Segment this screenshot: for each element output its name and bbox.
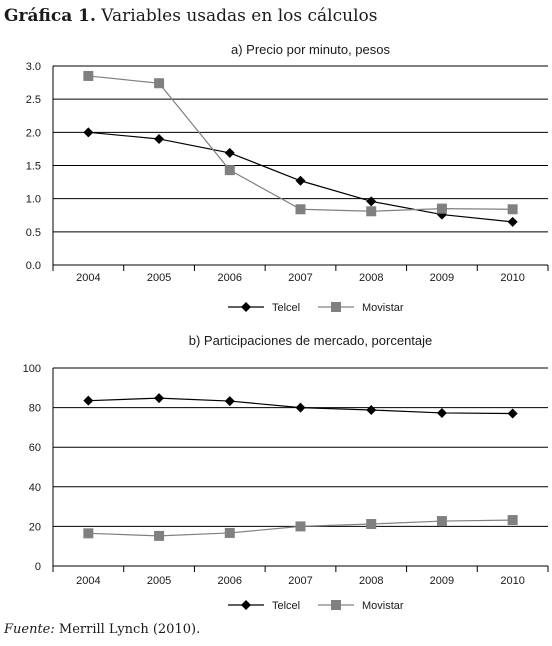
chart-b-market-share: b) Participaciones de mercado, porcentaj… xyxy=(0,330,552,620)
chart-a-svg: a) Precio por minuto, pesos 0.0 0.5 1.0 1.5 2… xyxy=(26,42,549,314)
chart-a-ytick-label: 0.0 xyxy=(26,260,41,272)
chart-a-movistar-point xyxy=(436,203,447,214)
figure-title-number: Gráfica 1. xyxy=(4,6,96,26)
chart-b-telcel-point xyxy=(295,402,306,413)
chart-a-ytick-label: 3.0 xyxy=(26,61,41,73)
chart-b-movistar-point xyxy=(366,519,377,530)
chart-a-xtick-label: 2006 xyxy=(218,272,242,284)
chart-b-telcel-point xyxy=(507,408,518,419)
chart-a-telcel-point xyxy=(295,175,306,186)
chart-a-xtick-label: 2008 xyxy=(359,272,383,284)
chart-b-legend-movistar-label: Movistar xyxy=(362,600,404,612)
source-text: Merrill Lynch (2010). xyxy=(54,622,201,637)
chart-a-xtick-label: 2004 xyxy=(76,272,100,284)
chart-a-telcel-point xyxy=(83,127,94,138)
chart-b-ytick-label: 40 xyxy=(29,482,41,494)
chart-a-movistar-point xyxy=(295,204,306,215)
chart-a-telcel-point xyxy=(154,133,165,144)
chart-b-xtick-label: 2007 xyxy=(288,575,312,587)
chart-b-xtick-label: 2008 xyxy=(359,575,383,587)
chart-a-xtick-label: 2010 xyxy=(500,272,524,284)
chart-a-price-per-minute: a) Precio por minuto, pesos 0.0 0.5 1.0 1.5 2… xyxy=(0,36,552,322)
chart-b-xtick-label: 2006 xyxy=(218,575,242,587)
chart-a-ytick-label: 2.0 xyxy=(26,127,41,139)
chart-a-title: a) Precio por minuto, pesos xyxy=(231,42,390,57)
chart-a-movistar-point xyxy=(83,70,94,81)
chart-b-legend-telcel-label: Telcel xyxy=(272,600,300,612)
chart-a-xtick-label: 2007 xyxy=(288,272,312,284)
chart-b-xtick-label: 2010 xyxy=(500,575,524,587)
chart-b-xtick-label: 2005 xyxy=(147,575,171,587)
chart-a-legend-movistar-label: Movistar xyxy=(362,302,404,314)
chart-b-xtick-label: 2009 xyxy=(430,575,454,587)
chart-b-ytick-label: 80 xyxy=(29,403,41,415)
chart-b-movistar-point xyxy=(224,527,235,538)
chart-a-legend-telcel-marker xyxy=(241,302,251,312)
chart-b-legend-movistar-marker xyxy=(331,600,341,610)
chart-a-legend-movistar-marker xyxy=(331,302,341,312)
chart-b-movistar-point xyxy=(507,515,518,526)
chart-a-ytick-label: 0.5 xyxy=(26,227,41,239)
chart-a-xtick-label: 2005 xyxy=(147,272,171,284)
figure-source: Fuente: Merrill Lynch (2010). xyxy=(4,622,200,637)
chart-a-movistar-point xyxy=(507,204,518,215)
chart-a-movistar-point xyxy=(224,165,235,176)
chart-a-movistar-point xyxy=(366,206,377,217)
chart-a-telcel-point xyxy=(507,216,518,227)
chart-b-movistar-point xyxy=(154,530,165,541)
chart-b-title: b) Participaciones de mercado, porcentaj… xyxy=(189,333,433,348)
chart-b-movistar-point xyxy=(295,521,306,532)
source-label: Fuente: xyxy=(4,622,55,637)
chart-b-ytick-label: 100 xyxy=(23,363,41,375)
chart-b-telcel-point xyxy=(436,407,447,418)
figure-title: Gráfica 1. Variables usadas en los cálcu… xyxy=(4,6,377,26)
chart-b-telcel-point xyxy=(154,393,165,404)
chart-b-ytick-label: 20 xyxy=(29,521,41,533)
chart-a-movistar-point xyxy=(154,78,165,89)
chart-b-telcel-point xyxy=(366,404,377,415)
chart-b-svg: b) Participaciones de mercado, porcentaj… xyxy=(23,333,549,612)
figure-title-text: Variables usadas en los cálculos xyxy=(95,6,378,26)
chart-a-xtick-label: 2009 xyxy=(430,272,454,284)
chart-a-ytick-label: 1.5 xyxy=(26,161,41,173)
chart-a-ytick-label: 1.0 xyxy=(26,194,41,206)
chart-b-xtick-label: 2004 xyxy=(76,575,100,587)
chart-b-movistar-point xyxy=(436,516,447,527)
chart-b-movistar-point xyxy=(83,528,94,539)
chart-b-legend-telcel-marker xyxy=(241,600,251,610)
chart-a-series-movistar-line xyxy=(88,75,513,212)
chart-b-telcel-point xyxy=(224,396,235,407)
chart-b-telcel-point xyxy=(83,395,94,406)
chart-b-ytick-label: 0 xyxy=(35,561,41,573)
chart-a-legend-telcel-label: Telcel xyxy=(272,302,300,314)
chart-a-telcel-point xyxy=(366,196,377,207)
chart-a-telcel-point xyxy=(224,147,235,158)
chart-b-ytick-label: 60 xyxy=(29,442,41,454)
chart-a-ytick-label: 2.5 xyxy=(26,94,41,106)
